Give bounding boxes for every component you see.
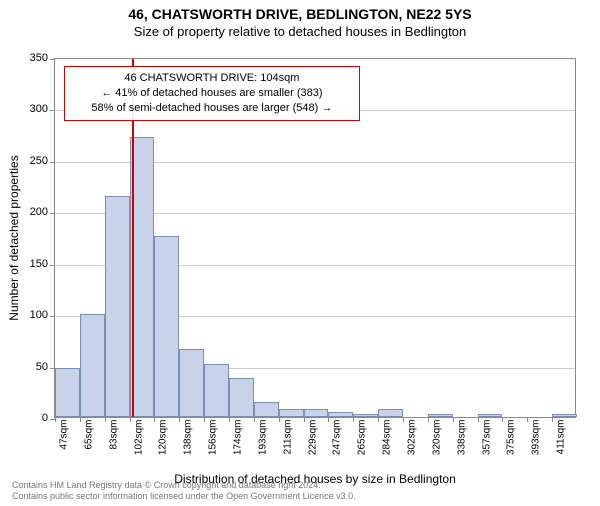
y-axis-label: Number of detached properties — [7, 155, 21, 320]
histogram-bar — [478, 414, 503, 417]
info-line-3: 58% of semi-detached houses are larger (… — [73, 101, 351, 116]
x-tick-label: 138sqm — [183, 420, 194, 470]
y-tick-mark — [50, 265, 55, 266]
histogram-bar — [353, 414, 378, 417]
x-tick-mark — [204, 417, 205, 422]
marker-info-box: 46 CHATSWORTH DRIVE: 104sqm← 41% of deta… — [64, 66, 360, 121]
y-tick-mark — [50, 316, 55, 317]
x-tick-mark — [154, 417, 155, 422]
footer-attribution: Contains HM Land Registry data © Crown c… — [12, 480, 356, 503]
histogram-bar — [552, 414, 577, 417]
x-tick-mark — [353, 417, 354, 422]
y-tick-label: 100 — [8, 309, 48, 321]
histogram-bar — [105, 196, 130, 417]
info-line-1: 46 CHATSWORTH DRIVE: 104sqm — [73, 71, 351, 86]
y-tick-label: 350 — [8, 52, 48, 64]
x-tick-label: 302sqm — [407, 420, 418, 470]
x-tick-label: 375sqm — [506, 420, 517, 470]
chart-area: Number of detached properties 46 CHATSWO… — [54, 58, 576, 418]
x-tick-mark — [229, 417, 230, 422]
chart-subtitle: Size of property relative to detached ho… — [0, 24, 600, 39]
x-tick-mark — [80, 417, 81, 422]
x-tick-mark — [328, 417, 329, 422]
x-tick-mark — [105, 417, 106, 422]
x-tick-label: 338sqm — [456, 420, 467, 470]
x-tick-mark — [55, 417, 56, 422]
x-tick-label: 211sqm — [282, 420, 293, 470]
x-tick-mark — [179, 417, 180, 422]
histogram-bar — [204, 364, 229, 417]
y-tick-label: 200 — [8, 206, 48, 218]
x-tick-label: 284sqm — [382, 420, 393, 470]
x-tick-label: 65sqm — [83, 420, 94, 470]
x-tick-label: 393sqm — [531, 420, 542, 470]
y-tick-label: 250 — [8, 155, 48, 167]
histogram-bar — [378, 409, 403, 417]
chart-title: 46, CHATSWORTH DRIVE, BEDLINGTON, NE22 5… — [0, 6, 600, 22]
x-tick-label: 120sqm — [158, 420, 169, 470]
histogram-bar — [254, 402, 279, 417]
x-tick-mark — [502, 417, 503, 422]
histogram-bar — [179, 349, 204, 417]
y-tick-label: 150 — [8, 258, 48, 270]
y-tick-mark — [50, 59, 55, 60]
x-tick-label: 102sqm — [133, 420, 144, 470]
histogram-bar — [55, 368, 80, 417]
x-tick-mark — [428, 417, 429, 422]
y-tick-label: 300 — [8, 103, 48, 115]
x-tick-label: 156sqm — [208, 420, 219, 470]
histogram-bar — [328, 412, 353, 417]
x-tick-mark — [378, 417, 379, 422]
x-tick-label: 265sqm — [357, 420, 368, 470]
histogram-bar — [304, 409, 329, 417]
x-tick-mark — [130, 417, 131, 422]
histogram-bar — [154, 236, 179, 417]
x-tick-mark — [453, 417, 454, 422]
y-tick-mark — [50, 162, 55, 163]
x-tick-mark — [279, 417, 280, 422]
x-tick-mark — [527, 417, 528, 422]
footer-line-1: Contains HM Land Registry data © Crown c… — [12, 480, 356, 491]
x-tick-label: 229sqm — [307, 420, 318, 470]
x-tick-label: 247sqm — [332, 420, 343, 470]
histogram-bar — [428, 414, 453, 417]
x-tick-label: 174sqm — [233, 420, 244, 470]
x-tick-label: 47sqm — [59, 420, 70, 470]
x-tick-mark — [304, 417, 305, 422]
x-tick-mark — [254, 417, 255, 422]
y-tick-mark — [50, 110, 55, 111]
x-tick-label: 193sqm — [257, 420, 268, 470]
y-tick-label: 0 — [8, 412, 48, 424]
plot-area: 46 CHATSWORTH DRIVE: 104sqm← 41% of deta… — [54, 58, 576, 418]
x-tick-label: 411sqm — [556, 420, 567, 470]
histogram-bar — [279, 409, 304, 417]
info-line-2: ← 41% of detached houses are smaller (38… — [73, 86, 351, 101]
y-tick-label: 50 — [8, 361, 48, 373]
x-tick-label: 357sqm — [481, 420, 492, 470]
histogram-bar — [80, 314, 105, 417]
x-tick-label: 320sqm — [431, 420, 442, 470]
footer-line-2: Contains public sector information licen… — [12, 491, 356, 502]
y-tick-mark — [50, 213, 55, 214]
x-tick-label: 83sqm — [108, 420, 119, 470]
x-tick-mark — [478, 417, 479, 422]
x-tick-mark — [403, 417, 404, 422]
x-tick-mark — [552, 417, 553, 422]
histogram-bar — [229, 378, 254, 417]
